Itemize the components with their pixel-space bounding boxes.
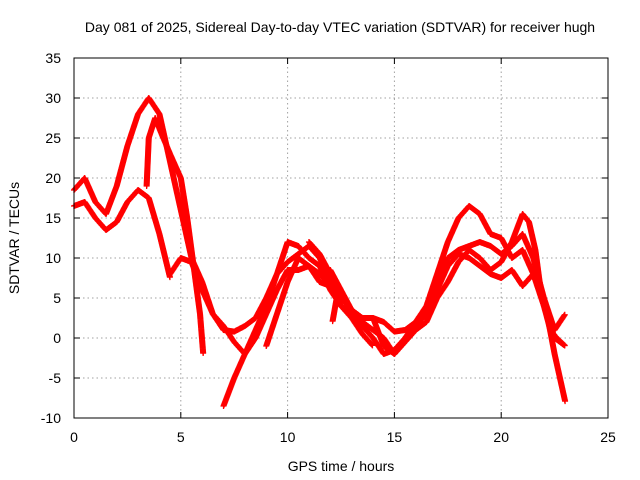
x-tick-label: 0 — [70, 429, 78, 445]
plot-frame — [73, 57, 609, 419]
y-tick-label: 35 — [45, 50, 61, 66]
y-tick-label: 25 — [45, 130, 61, 146]
series-track-b — [71, 187, 173, 281]
x-axis-label: GPS time / hours — [288, 458, 395, 474]
y-tick-label: 10 — [45, 250, 61, 266]
axis-ticks — [73, 57, 609, 419]
x-tick-label: 20 — [493, 429, 509, 445]
y-tick-label: 5 — [53, 290, 61, 306]
grid — [74, 58, 608, 418]
data-point — [200, 350, 207, 357]
x-tick-label: 15 — [387, 429, 403, 445]
y-tick-label: 20 — [45, 170, 61, 186]
y-tick-label: 15 — [45, 210, 61, 226]
x-tick-label: 10 — [280, 429, 296, 445]
y-tick-label: 0 — [53, 330, 61, 346]
y-axis-label: SDTVAR / TECUs — [6, 182, 22, 294]
series-track-c — [143, 115, 207, 357]
y-tick-label: 30 — [45, 90, 61, 106]
y-tick-label: -5 — [49, 370, 62, 386]
chart-title: Day 081 of 2025, Sidereal Day-to-day VTE… — [85, 19, 595, 35]
y-tick-label: -10 — [41, 410, 61, 426]
plot-area — [71, 95, 569, 409]
data-point — [561, 311, 568, 318]
x-tick-label: 5 — [177, 429, 185, 445]
x-tick-label: 25 — [600, 429, 616, 445]
series-track-a — [71, 95, 568, 335]
